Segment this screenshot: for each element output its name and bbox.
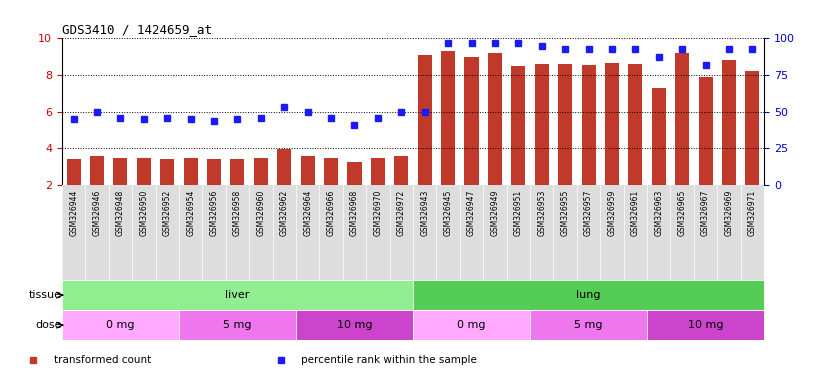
Bar: [722, 60, 736, 185]
Text: GDS3410 / 1424659_at: GDS3410 / 1424659_at: [62, 23, 212, 36]
Bar: [137, 158, 151, 185]
Bar: [534, 64, 548, 185]
Text: GSM326964: GSM326964: [303, 190, 312, 236]
Text: GSM326959: GSM326959: [607, 190, 616, 236]
Bar: [647, 310, 764, 340]
Text: GSM326953: GSM326953: [537, 190, 546, 236]
Text: GSM326967: GSM326967: [701, 190, 710, 236]
Bar: [652, 88, 666, 185]
Bar: [301, 156, 315, 185]
Text: GSM326955: GSM326955: [561, 190, 570, 236]
Bar: [179, 310, 296, 340]
Bar: [90, 156, 104, 185]
Text: GSM326969: GSM326969: [724, 190, 733, 236]
Bar: [511, 66, 525, 185]
Text: 0 mg: 0 mg: [458, 320, 486, 330]
Text: GSM326944: GSM326944: [69, 190, 78, 236]
Bar: [675, 53, 689, 185]
Bar: [441, 51, 455, 185]
Text: GSM326971: GSM326971: [748, 190, 757, 236]
Text: 10 mg: 10 mg: [688, 320, 724, 330]
Bar: [413, 310, 530, 340]
Text: GSM326954: GSM326954: [186, 190, 195, 236]
Bar: [394, 156, 408, 185]
Text: 10 mg: 10 mg: [337, 320, 373, 330]
Bar: [278, 149, 292, 185]
Bar: [67, 159, 81, 185]
Bar: [62, 310, 179, 340]
Text: 5 mg: 5 mg: [223, 320, 252, 330]
Bar: [413, 280, 764, 310]
Bar: [605, 63, 619, 185]
Bar: [296, 310, 413, 340]
Bar: [254, 158, 268, 185]
Bar: [699, 77, 713, 185]
Text: lung: lung: [577, 290, 601, 300]
Bar: [418, 55, 432, 185]
Text: GSM326957: GSM326957: [584, 190, 593, 236]
Bar: [745, 71, 759, 185]
Text: percentile rank within the sample: percentile rank within the sample: [301, 355, 477, 365]
Text: dose: dose: [36, 320, 62, 330]
Bar: [558, 64, 572, 185]
Bar: [629, 64, 643, 185]
Bar: [464, 57, 478, 185]
Text: transformed count: transformed count: [54, 355, 151, 365]
Text: GSM326943: GSM326943: [420, 190, 430, 236]
Bar: [160, 159, 174, 185]
Text: GSM326958: GSM326958: [233, 190, 242, 236]
Bar: [207, 159, 221, 185]
Text: GSM326961: GSM326961: [631, 190, 640, 236]
Text: GSM326952: GSM326952: [163, 190, 172, 236]
Bar: [488, 53, 502, 185]
Bar: [371, 158, 385, 185]
Text: GSM326970: GSM326970: [373, 190, 382, 236]
Bar: [348, 162, 362, 185]
Text: tissue: tissue: [29, 290, 62, 300]
Text: GSM326968: GSM326968: [350, 190, 359, 236]
Text: 5 mg: 5 mg: [574, 320, 603, 330]
Bar: [62, 280, 413, 310]
Text: GSM326948: GSM326948: [116, 190, 125, 236]
Text: GSM326963: GSM326963: [654, 190, 663, 236]
Text: GSM326951: GSM326951: [514, 190, 523, 236]
Bar: [183, 158, 197, 185]
Text: GSM326950: GSM326950: [140, 190, 149, 236]
Bar: [230, 159, 244, 185]
Text: GSM326960: GSM326960: [256, 190, 265, 236]
Text: GSM326949: GSM326949: [491, 190, 500, 236]
Text: GSM326962: GSM326962: [280, 190, 289, 236]
Text: liver: liver: [225, 290, 249, 300]
Bar: [324, 158, 338, 185]
Bar: [582, 65, 596, 185]
Bar: [113, 158, 127, 185]
Text: 0 mg: 0 mg: [107, 320, 135, 330]
Bar: [530, 310, 647, 340]
Text: GSM326947: GSM326947: [467, 190, 476, 236]
Text: GSM326956: GSM326956: [210, 190, 219, 236]
Text: GSM326966: GSM326966: [326, 190, 335, 236]
Text: GSM326972: GSM326972: [396, 190, 406, 236]
Text: GSM326945: GSM326945: [444, 190, 453, 236]
Text: GSM326946: GSM326946: [93, 190, 102, 236]
Text: GSM326965: GSM326965: [677, 190, 686, 236]
